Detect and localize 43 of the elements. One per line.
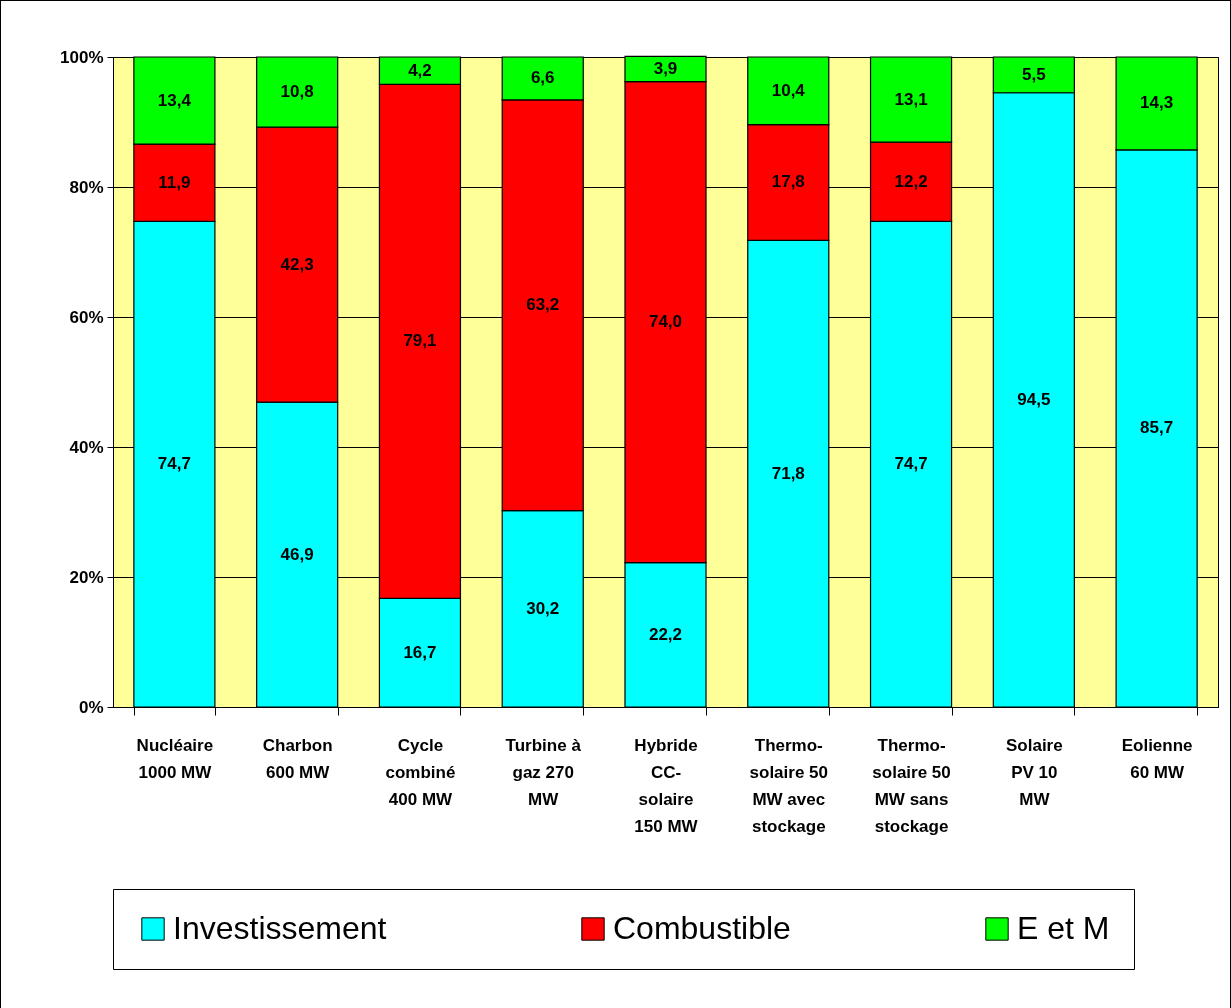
data-label: 30,2 (526, 598, 560, 618)
y-tick-label: 20% (69, 567, 104, 587)
legend-label: E et M (1017, 910, 1110, 946)
y-tick-label: 0% (78, 697, 104, 717)
data-label: 13,4 (157, 90, 192, 110)
data-label: 10,8 (280, 82, 314, 102)
x-tick-label: Hybride CC-solaire 150 MW (634, 735, 699, 836)
data-label: 22,2 (648, 624, 683, 644)
data-label: 74,7 (157, 454, 191, 474)
y-tick-label: 80% (69, 177, 104, 197)
y-tick-label: 100% (60, 47, 104, 67)
y-tick-label: 40% (69, 437, 104, 457)
data-label: 42,3 (280, 254, 314, 274)
data-label: 3,9 (653, 59, 678, 79)
data-label: 85,7 (1140, 418, 1174, 438)
data-label: 6,6 (530, 68, 555, 88)
data-label: 46,9 (280, 544, 314, 564)
data-label: 71,8 (771, 463, 805, 483)
x-tick-label: Nucléaire 1000 MW (136, 735, 214, 782)
data-label: 13,1 (894, 89, 928, 109)
y-tick-label: 60% (69, 307, 104, 327)
data-label: 94,5 (1017, 389, 1051, 409)
data-label: 5,5 (1022, 64, 1046, 84)
legend-label: Combustible (613, 910, 791, 946)
data-label: 10,4 (771, 80, 806, 100)
x-tick-label: Charbon 600 MW (262, 735, 333, 782)
data-label: 17,8 (771, 172, 805, 192)
x-tick-label: Thermo-solaire 50 MW avec stockage (749, 735, 828, 836)
data-label: 12,2 (894, 171, 928, 191)
x-tick-label: Solaire PV 10 MW (1005, 735, 1063, 809)
data-label: 74,7 (894, 454, 928, 474)
data-label: 16,7 (403, 642, 437, 662)
data-label: 4,2 (408, 60, 432, 80)
data-label: 74,0 (648, 312, 683, 332)
data-label: 14,3 (1140, 93, 1174, 113)
x-tick-label: Cycle combiné 400 MW (385, 735, 456, 809)
data-label: 63,2 (526, 295, 560, 315)
data-label: 11,9 (158, 172, 191, 192)
data-label: 79,1 (403, 331, 437, 351)
x-tick-label: Thermo-solaire 50 MW sans stockage (872, 735, 951, 836)
x-tick-label: Eolienne 60 MW (1121, 735, 1193, 782)
legend-label: Investissement (173, 910, 387, 946)
x-tick-label: Turbine à gaz 270 MW (505, 735, 582, 809)
